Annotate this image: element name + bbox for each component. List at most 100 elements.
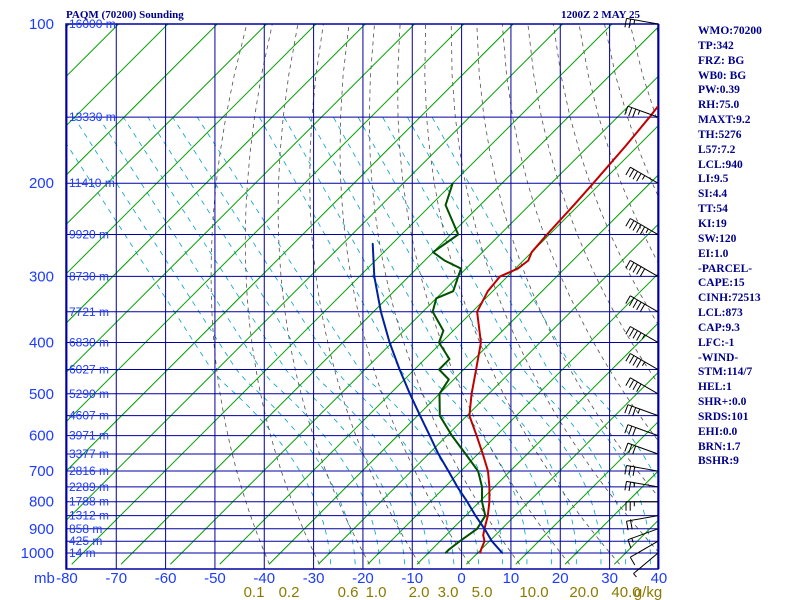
temperature-tick-label: -70 <box>105 570 127 587</box>
parcel-point <box>373 275 376 278</box>
plot-frame <box>65 23 659 570</box>
wind-barb <box>625 377 659 395</box>
temperature-point <box>573 204 575 206</box>
dry-adiabat <box>210 24 270 565</box>
dry-adiabat <box>424 24 620 565</box>
height-label: 14 m <box>69 546 96 560</box>
temperature-point <box>488 486 491 488</box>
temperature-point <box>624 145 627 147</box>
temperature-tick-label: -50 <box>204 570 226 587</box>
dewpoint-point <box>438 393 441 395</box>
dry-adiabat <box>277 24 370 565</box>
mixing-ratio-label: 0.1 <box>244 584 265 600</box>
wind-barb <box>624 424 659 437</box>
wind-barb <box>624 404 659 417</box>
dewpoint-point <box>448 378 450 381</box>
parcel-point <box>491 540 493 542</box>
wind-barb <box>624 17 659 29</box>
wind-barb <box>624 465 659 476</box>
dewpoint-point <box>444 552 447 554</box>
isotherm-line <box>66 24 465 423</box>
pressure-label: 100 <box>29 16 54 33</box>
moist-adiabat <box>382 117 627 565</box>
dry-adiabat <box>501 24 658 442</box>
parcel-point <box>474 514 477 517</box>
mixing-ratio-label: 2.0 <box>409 584 430 600</box>
height-label: 9920 m <box>69 228 109 242</box>
dewpoint-point <box>476 528 478 530</box>
parcel-point <box>501 552 504 554</box>
dry-adiabat <box>476 24 658 497</box>
mixing-ratio-label: 5.0 <box>472 584 493 600</box>
sounding-title: PAQM (70200) Sounding <box>66 9 184 21</box>
index-entry: L57:7.2 <box>698 143 736 156</box>
index-entry: SW:120 <box>698 232 737 245</box>
dewpoint-point <box>451 182 454 184</box>
dewpoint-point <box>484 514 487 517</box>
temperature-tick-label: 30 <box>601 570 618 587</box>
temperature-point <box>479 552 481 554</box>
temperature-point <box>674 84 676 86</box>
temperature-point <box>482 534 485 536</box>
parcel-point <box>371 242 374 245</box>
dewpoint-point <box>442 329 445 332</box>
index-entry: LI:9.5 <box>698 173 729 186</box>
wind-barb <box>629 540 659 566</box>
index-entry: SHR+:0.0 <box>698 396 747 409</box>
isotherm-line <box>66 24 416 374</box>
moist-adiabat <box>147 116 430 565</box>
index-entry: WMO:70200 <box>698 25 762 37</box>
index-entry: STM:114/7 <box>698 366 753 379</box>
temperature-point <box>530 251 533 253</box>
isotherm-line <box>66 24 268 226</box>
parcel-point <box>483 528 486 530</box>
temperature-point <box>475 434 478 437</box>
dewpoint-point <box>460 267 462 270</box>
temperature-point <box>648 116 651 118</box>
temperature-tick-label: -20 <box>352 570 374 587</box>
index-entry: CAPE:15 <box>698 277 745 290</box>
dewpoint-point <box>444 204 447 206</box>
dry-adiabat <box>578 24 658 264</box>
temperature-point <box>487 470 489 472</box>
dewpoint-point <box>464 453 467 455</box>
index-entry: LCL:873 <box>698 307 743 320</box>
moist-adiabat <box>283 117 528 565</box>
wind-barb <box>625 259 659 277</box>
dewpoint-point <box>448 358 451 360</box>
isotherm-line <box>66 24 218 176</box>
dry-adiabat <box>397 24 570 565</box>
moist-adiabats <box>66 116 658 565</box>
temperature-tick-label: 20 <box>552 570 569 587</box>
index-entry: LFC:-1 <box>698 336 735 349</box>
parcel-point <box>466 500 469 503</box>
temperature-tick-label: -80 <box>56 570 78 587</box>
moist-adiabat <box>196 116 479 565</box>
mixing-ratio-label: 10.0 <box>519 584 548 600</box>
isotherm-line <box>66 24 366 324</box>
index-entry: MAXT:9.2 <box>698 114 751 127</box>
pressure-label: 800 <box>29 494 54 511</box>
sounding-traces <box>371 84 676 554</box>
temperature-point <box>475 368 477 371</box>
parcel-point <box>447 470 450 472</box>
index-entry: SRDS:101 <box>698 410 749 423</box>
height-label: 5290 m <box>69 387 109 401</box>
dewpoint-point <box>443 259 446 262</box>
temperature-point <box>470 393 473 395</box>
sounding-datetime: 1200Z 2 MAY 25 <box>561 9 640 21</box>
height-label: 4607 m <box>69 409 109 423</box>
isotherms <box>66 24 658 565</box>
pressure-label: 500 <box>29 386 54 403</box>
dewpoint-point <box>432 251 434 253</box>
index-entry: PW:0.39 <box>698 84 740 97</box>
temperature-point <box>468 414 471 417</box>
height-label: 13330 m <box>69 110 116 124</box>
mixing-ratio-label: 1.0 <box>366 584 387 600</box>
height-label: 858 m <box>69 522 102 536</box>
temperature-point <box>480 341 482 344</box>
index-entry: EHI:0.0 <box>698 425 738 438</box>
height-label: 425 m <box>69 534 102 548</box>
height-label: 7721 m <box>69 305 109 319</box>
height-label: 1788 m <box>69 495 109 509</box>
